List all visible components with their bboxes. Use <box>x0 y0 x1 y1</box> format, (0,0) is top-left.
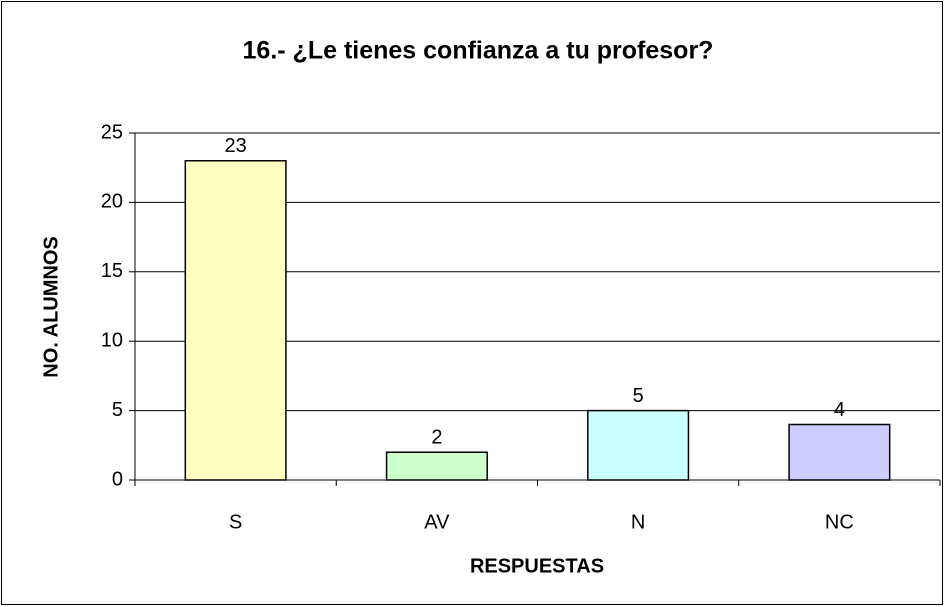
x-tick-label: AV <box>424 511 450 533</box>
bar <box>184 160 287 481</box>
y-axis-label: NO. ALUMNOS <box>40 236 62 377</box>
chart-title: 16.- ¿Le tienes confianza a tu profesor? <box>243 37 714 65</box>
x-tick-label: NC <box>825 511 854 533</box>
data-label: 4 <box>834 399 845 421</box>
y-tick-label: 10 <box>101 329 123 351</box>
bar <box>587 409 690 481</box>
bar <box>385 451 488 481</box>
x-tick-label: S <box>229 511 242 533</box>
y-tick-label: 5 <box>112 399 123 421</box>
y-tick-label: 25 <box>101 121 123 143</box>
data-label: 5 <box>633 385 644 407</box>
y-tick-label: 20 <box>101 191 123 213</box>
y-tick-label: 15 <box>101 260 123 282</box>
y-tick-label: 0 <box>112 468 123 490</box>
data-label: 23 <box>225 135 247 157</box>
data-label: 2 <box>431 427 442 449</box>
bar <box>788 423 891 481</box>
x-tick-label: N <box>631 511 645 533</box>
x-axis-label: RESPUESTAS <box>470 555 604 577</box>
